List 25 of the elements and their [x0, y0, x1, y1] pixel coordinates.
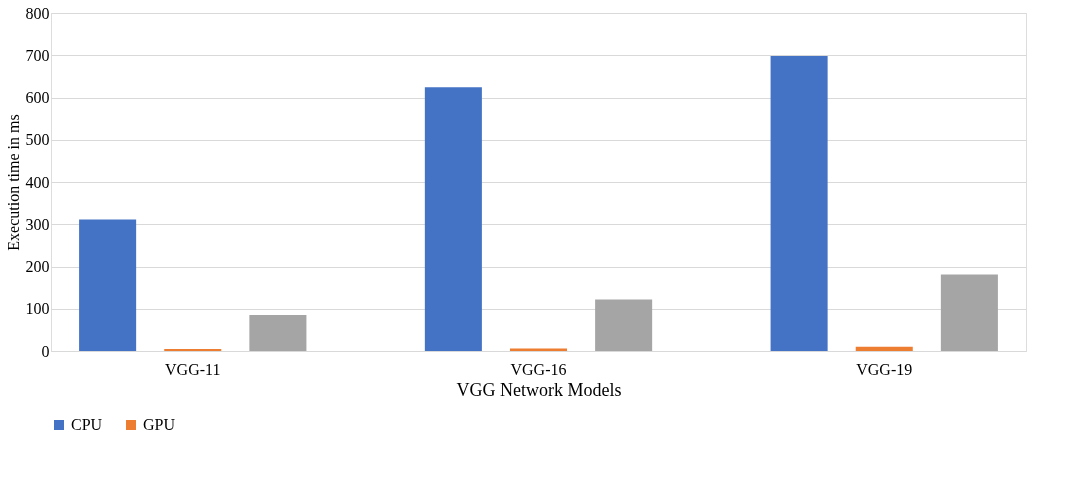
y-tick-label: 500 — [25, 131, 50, 149]
y-tick-label: 300 — [25, 215, 50, 233]
y-tick-label: 800 — [25, 4, 50, 22]
legend-label: GPU — [143, 416, 176, 433]
y-tick-label: 400 — [25, 173, 50, 191]
y-tick-label: 0 — [41, 342, 50, 360]
bar — [424, 87, 482, 351]
bar — [595, 299, 653, 351]
x-axis-title: VGG Network Models — [456, 379, 622, 400]
bar — [79, 219, 137, 351]
bar — [855, 346, 913, 351]
bar — [509, 348, 568, 351]
bar — [249, 315, 307, 351]
x-tick-label: VGG-11 — [165, 360, 221, 378]
bar — [940, 274, 998, 351]
bar — [770, 56, 828, 351]
y-tick-label: 700 — [25, 46, 50, 64]
x-tick-label: VGG-19 — [856, 360, 913, 378]
y-axis-title: Execution time in ms — [4, 114, 22, 251]
x-tick-label: VGG-16 — [510, 360, 567, 378]
y-tick-label: 200 — [25, 258, 50, 275]
y-tick-label: 100 — [25, 300, 50, 318]
bar — [164, 348, 222, 351]
y-tick-label: 600 — [25, 89, 50, 106]
legend-label: CPU — [71, 416, 103, 433]
